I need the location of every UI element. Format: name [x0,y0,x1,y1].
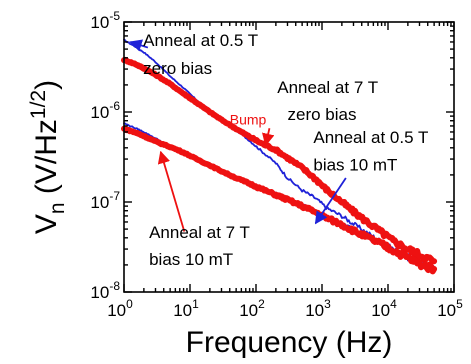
y-axis-label: Vn (V/Hz1/2) [27,80,69,234]
x-tick-exponent: 2 [258,297,265,311]
y-axis-label-units: (V/Hz [30,119,63,202]
annotation-layer: Anneal at 0.5 T zero bias Anneal at 7 T zer… [129,31,428,269]
annotation-arrow-lbl_bump [262,128,275,147]
y-axis-label-close: ) [30,80,63,90]
x-tick-exponent: 4 [390,297,397,311]
x-tick-mantissa: 10 [371,301,390,320]
annotation-lbl_a05z_2: zero bias [143,59,212,78]
y-tick-mantissa: 10 [90,283,109,302]
x-tick-mantissa: 10 [305,301,324,320]
y-axis-label-main: V [30,214,63,234]
y-tick-label: 10-5 [90,9,120,32]
x-tick-label: 105 [437,297,463,320]
y-tick-label: 10-8 [90,279,120,302]
x-tick-exponent: 3 [324,297,331,311]
y-tick-exponent: -8 [109,279,120,293]
plot-frame [123,21,455,293]
annotation-arrow-lbl_a05z_1 [129,39,149,52]
y-tick-label: 10-7 [90,189,120,212]
x-tick-mantissa: 10 [173,301,192,320]
x-tick-mantissa: 10 [437,301,456,320]
annotation-lbl_a7b_2: bias 10 mT [149,250,233,269]
annotation-lbl_a05z_1: Anneal at 0.5 T [143,31,258,50]
series-layer [121,38,438,275]
x-tick-exponent: 1 [192,297,199,311]
annotation-lbl_a7z_1: Anneal at 7 T [277,78,378,97]
x-tick-exponent: 5 [456,297,463,311]
y-tick-mantissa: 10 [90,193,109,212]
x-tick-label: 103 [305,297,331,320]
y-tick-exponent: -5 [109,9,120,23]
annotation-arrow-lbl_a05b_2 [314,177,347,225]
x-tick-label: 101 [173,297,199,320]
y-axis-label-subscript: n [46,202,69,214]
y-tick-label: 10-6 [90,99,120,122]
y-tick-exponent: -6 [109,99,120,113]
series-line-s_anneal7_zero [121,56,438,265]
y-axis-label-superscript: 1/2 [27,90,50,119]
x-tick-label: 104 [371,297,397,320]
x-tick-exponent: 0 [126,297,133,311]
annotation-arrow-lbl_a7b_1 [157,150,186,232]
x-tick-mantissa: 10 [239,301,258,320]
y-tick-mantissa: 10 [90,103,109,122]
y-tick-mantissa: 10 [90,13,109,32]
annotation-lbl_bump: Bump [230,111,267,127]
annotation-lbl_a05b_1: Anneal at 0.5 T [313,128,428,147]
annotation-lbl_a7b_1: Anneal at 7 T [149,223,250,242]
annotation-lbl_a7z_2: zero bias [287,105,356,124]
x-tick-mantissa: 10 [107,301,126,320]
x-tick-label: 102 [239,297,265,320]
x-axis-label: Frequency (Hz) [186,326,393,359]
series-line-s_anneal7_bias [121,125,438,275]
x-tick-label: 100 [107,297,133,320]
y-tick-exponent: -7 [109,189,120,203]
annotation-lbl_a05b_2: bias 10 mT [313,155,397,174]
